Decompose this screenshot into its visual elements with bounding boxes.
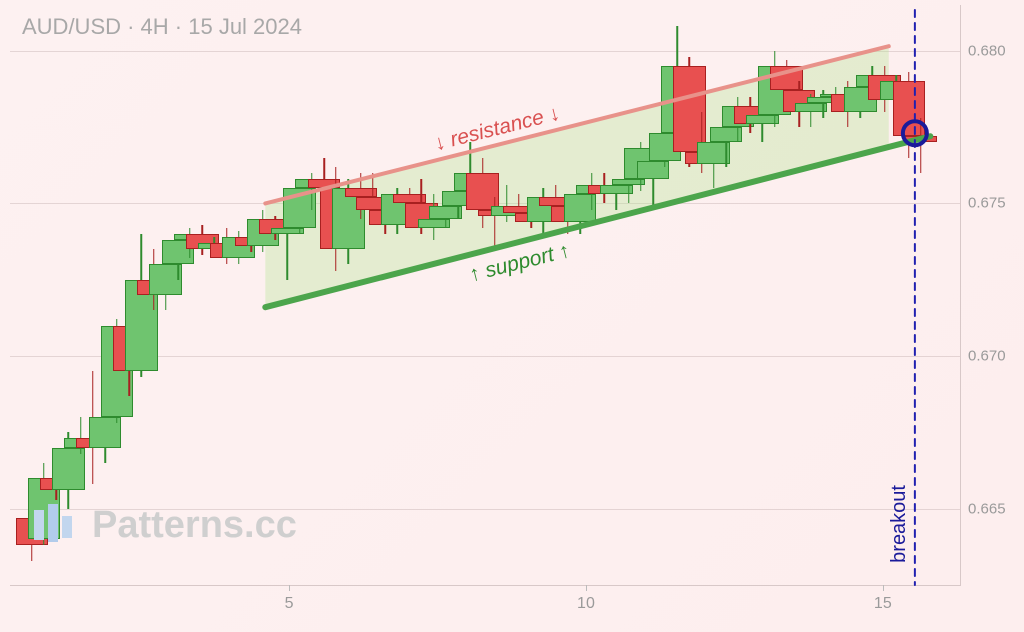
y-axis-label: 0.675 <box>968 195 1006 212</box>
y-axis-label: 0.670 <box>968 348 1006 365</box>
x-tick <box>883 585 884 591</box>
breakout-label: breakout <box>888 485 911 563</box>
chart-title: AUD/USD · 4H · 15 Jul 2024 <box>22 14 302 40</box>
watermark-icon <box>28 500 88 550</box>
x-tick <box>289 585 290 591</box>
x-axis-label: 10 <box>577 595 595 613</box>
y-axis-label: 0.665 <box>968 500 1006 517</box>
chart-container: AUD/USD · 4H · 15 Jul 2024 Patterns.cc ↓… <box>0 0 1024 632</box>
candle <box>904 118 937 173</box>
y-axis-label: 0.680 <box>968 42 1006 59</box>
x-tick <box>586 585 587 591</box>
grid-line <box>10 51 960 52</box>
x-axis-label: 5 <box>285 595 294 613</box>
x-axis-label: 15 <box>874 595 892 613</box>
watermark-text: Patterns.cc <box>92 504 297 547</box>
